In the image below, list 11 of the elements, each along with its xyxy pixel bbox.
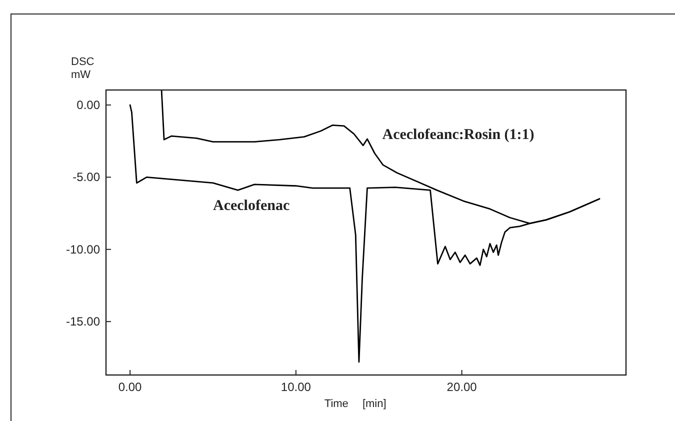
x-tick-label: 20.00 bbox=[446, 380, 478, 394]
y-tick-label: -10.00 bbox=[66, 242, 100, 256]
y-axis-title: DSC mW bbox=[71, 56, 94, 81]
y-tick-label: -5.00 bbox=[72, 170, 100, 184]
series-label: Aceclofenac bbox=[212, 198, 290, 214]
y-tick-label: -15.00 bbox=[66, 314, 100, 329]
y-tick-label: 0.00 bbox=[76, 98, 100, 112]
x-tick-label: 10.00 bbox=[280, 380, 312, 394]
series-label: Aceclofeanc:Rosin (1:1) bbox=[382, 126, 534, 143]
text: Time [min] bbox=[324, 398, 386, 410]
x-tick-label: 0.00 bbox=[118, 380, 142, 394]
